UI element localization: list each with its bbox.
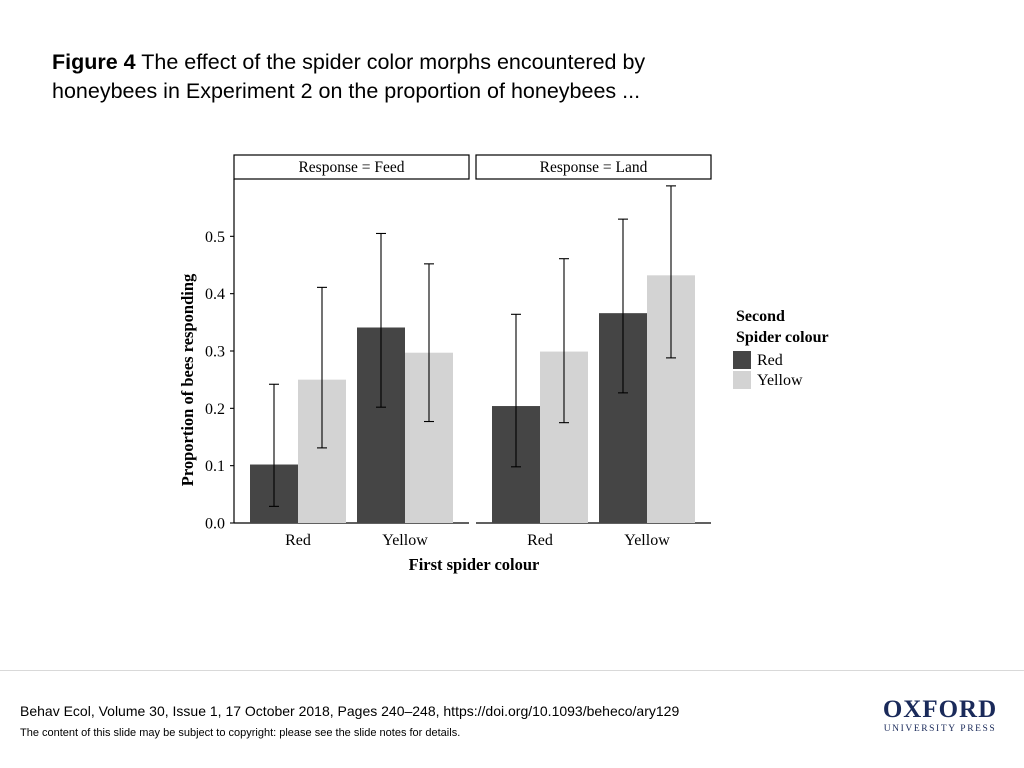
logo-subtitle: UNIVERSITY PRESS [883,724,997,734]
citation-text: Behav Ecol, Volume 30, Issue 1, 17 Octob… [20,703,680,719]
x-tick-label: Yellow [382,532,428,549]
y-tick-label: 0.1 [205,458,225,475]
y-tick-label: 0.5 [205,229,225,246]
y-tick-label: 0.2 [205,401,225,418]
slide-title: Figure 4 The effect of the spider color … [52,48,752,106]
logo-wordmark: OXFORD [882,696,998,723]
legend-swatch [733,371,751,389]
legend-title: Spider colour [736,329,829,346]
facet-strip [475,154,712,180]
facet-strip-label: Response = Land [540,159,648,176]
copyright-notice: The content of this slide may be subject… [20,727,461,739]
facet-panel: Response = Feed Red Yellow [233,154,470,549]
facet-strip-label: Response = Feed [298,159,404,176]
y-axis: 0.0 0.1 0.2 0.3 0.4 0.5 [205,179,235,533]
legend: Second Spider colour Red Yellow [733,308,829,389]
x-tick-label: Red [285,532,311,549]
figure-caption: The effect of the spider color morphs en… [52,50,646,103]
y-tick-label: 0.4 [205,286,225,303]
legend-label: Red [757,352,783,369]
legend-swatch [733,351,751,369]
x-tick-label: Red [527,532,553,549]
legend-label: Yellow [757,372,803,389]
legend-title: Second [736,308,785,325]
y-tick-label: 0.3 [205,344,225,361]
facet-strip [233,154,470,180]
publisher-logo: OXFORD UNIVERSITY PRESS [870,697,1010,735]
y-axis-label: Proportion of bees responding [178,273,197,486]
x-tick-label: Yellow [624,532,670,549]
x-axis-label: First spider colour [409,555,540,574]
y-tick-label: 0.0 [205,516,225,533]
footer-divider [0,670,1024,671]
facet-panel: Response = Land Red Yellow [475,154,712,549]
figure-number: Figure 4 [52,50,136,74]
